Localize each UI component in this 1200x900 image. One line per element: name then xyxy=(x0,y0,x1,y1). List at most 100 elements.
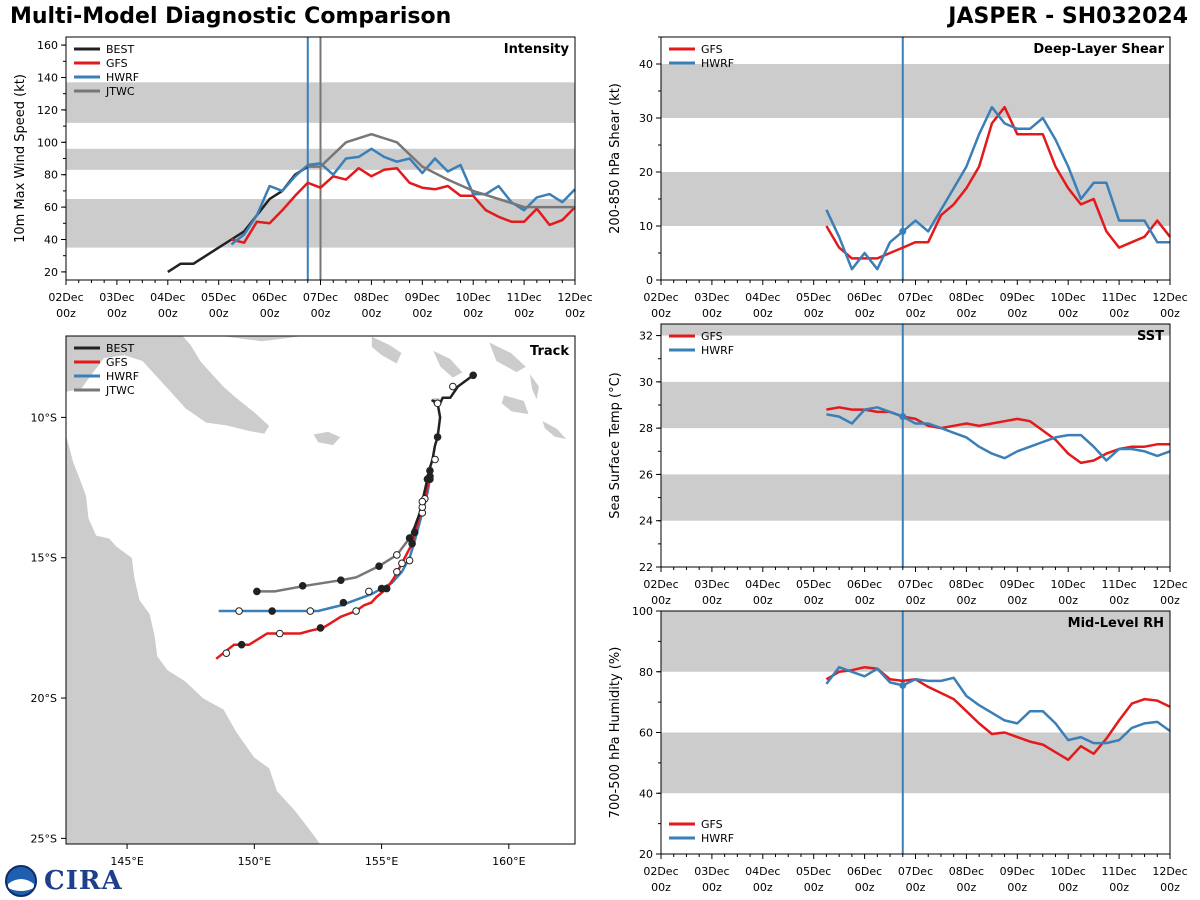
solomon-islands-makira xyxy=(541,419,569,441)
x-tick-label-hour: 00z xyxy=(855,881,875,894)
legend-label-jtwc: JTWC xyxy=(105,85,135,98)
band-0 xyxy=(661,732,1170,794)
x-tick-label-day: 02Dec xyxy=(643,865,678,878)
x-tick-label-hour: 00z xyxy=(362,307,382,320)
y-tick-label: 140 xyxy=(37,72,58,85)
x-tick-label-day: 04Dec xyxy=(745,291,780,304)
x-tick-label-day: 11Dec xyxy=(1101,291,1136,304)
x-tick-label-hour: 00z xyxy=(753,307,773,320)
track-hwrf-point xyxy=(365,587,373,596)
panel-title: Intensity xyxy=(504,42,570,57)
track-hwrf-point xyxy=(235,607,243,615)
track-jtwc-point xyxy=(393,551,401,559)
x-tick-label-day: 04Dec xyxy=(745,865,780,878)
y-axis-label: 200-850 hPa Shear (kt) xyxy=(608,83,623,234)
x-tick-label-hour: 00z xyxy=(1058,594,1078,607)
x-tick-label-hour: 00z xyxy=(1058,307,1078,320)
track-best-point xyxy=(431,455,439,464)
x-tick-label-hour: 00z xyxy=(753,881,773,894)
y-tick-label: 20 xyxy=(639,166,653,179)
y-tick-label: 20°S xyxy=(31,692,57,705)
figure-title: Multi-Model Diagnostic Comparison xyxy=(10,4,452,29)
x-tick-label-day: 09Dec xyxy=(1000,291,1035,304)
x-tick-label-hour: 00z xyxy=(107,307,127,320)
panel-title: SST xyxy=(1137,329,1164,344)
x-tick-label-hour: 00z xyxy=(702,307,722,320)
y-tick-label: 40 xyxy=(639,787,653,800)
y-tick-label: 100 xyxy=(37,136,58,149)
y-tick-label: 24 xyxy=(639,515,653,528)
solomon-islands-malaita xyxy=(528,372,540,402)
track-best-point xyxy=(469,371,478,380)
x-tick-label-day: 06Dec xyxy=(847,865,882,878)
x-tick-label-day: 02Dec xyxy=(643,291,678,304)
band-1 xyxy=(661,64,1170,118)
y-axis-label: 10m Max Wind Speed (kt) xyxy=(13,74,28,243)
x-tick-label-day: 03Dec xyxy=(694,578,729,591)
solomon-islands-west xyxy=(370,336,403,365)
cira-wordmark: CIRA xyxy=(44,866,123,896)
x-tick-label-hour: 00z xyxy=(906,307,926,320)
x-tick-label-day: 04Dec xyxy=(745,578,780,591)
y-tick-label: 30 xyxy=(639,376,653,389)
band-1 xyxy=(661,381,1170,429)
panel-title: Track xyxy=(530,344,569,359)
australia-landmass xyxy=(66,434,321,844)
y-tick-label: 28 xyxy=(639,422,653,435)
track-hwrf-point xyxy=(306,607,315,615)
x-tick-label-hour: 00z xyxy=(1007,594,1027,607)
x-tick-label-day: 10Dec xyxy=(1051,865,1086,878)
y-tick-label: 120 xyxy=(37,104,58,117)
track-gfs-point xyxy=(408,539,416,548)
y-tick-label: 25°S xyxy=(31,832,57,845)
panel-title: Deep-Layer Shear xyxy=(1033,42,1164,57)
panel-rh: 20 40 60 80 100 02Dec 00z 03Dec 00z 04Dec 00z 05Dec… xyxy=(608,605,1188,894)
x-tick-label-day: 05Dec xyxy=(201,291,236,304)
x-tick-label-day: 07Dec xyxy=(898,865,933,878)
legend-label-best: BEST xyxy=(106,342,134,355)
track-hwrf-line xyxy=(218,478,432,613)
x-tick-label-hour: 00z xyxy=(702,881,722,894)
x-tick-label-hour: 00z xyxy=(56,307,76,320)
y-tick-label: 60 xyxy=(639,727,653,740)
series-gfs-line xyxy=(231,166,576,244)
track-jtwc-point xyxy=(298,581,307,590)
legend-label-gfs: GFS xyxy=(106,356,128,369)
y-tick-label: 20 xyxy=(639,848,653,861)
x-tick-label-hour: 00z xyxy=(906,594,926,607)
y-tick-label: 40 xyxy=(44,234,58,247)
x-tick-label-hour: 00z xyxy=(702,594,722,607)
x-tick-label-day: 12Dec xyxy=(1152,291,1187,304)
track-best-point xyxy=(418,497,427,506)
x-tick-label-day: 03Dec xyxy=(694,865,729,878)
legend-label-gfs: GFS xyxy=(701,330,723,343)
x-tick-label-hour: 00z xyxy=(412,307,432,320)
x-tick-label-day: 09Dec xyxy=(1000,865,1035,878)
x-tick-label-hour: 00z xyxy=(855,307,875,320)
x-tick-label-hour: 00z xyxy=(804,594,824,607)
x-tick-label-hour: 00z xyxy=(804,307,824,320)
x-tick-label-hour: 00z xyxy=(957,881,977,894)
x-tick-label-day: 11Dec xyxy=(1101,865,1136,878)
band-0 xyxy=(661,474,1170,521)
track-hwrf-point xyxy=(393,567,401,576)
x-tick-label-hour: 00z xyxy=(1160,881,1180,894)
panel-title: Mid-Level RH xyxy=(1068,616,1164,631)
x-tick-label-hour: 00z xyxy=(565,307,585,320)
x-tick-label-hour: 00z xyxy=(1160,594,1180,607)
y-tick-label: 160 xyxy=(37,39,58,52)
y-tick-label: 30 xyxy=(639,112,653,125)
storm-identifier: JASPER - SH032024 xyxy=(948,4,1188,29)
new-britain-landmass xyxy=(218,336,306,343)
x-tick-label-hour: 00z xyxy=(1109,307,1129,320)
track-gfs-point xyxy=(222,649,231,657)
legend-label-best: BEST xyxy=(106,43,134,56)
x-tick-label-day: 11Dec xyxy=(506,291,541,304)
x-tick-label-hour: 00z xyxy=(1109,594,1129,607)
x-tick-label-hour: 00z xyxy=(514,307,534,320)
x-tick-label-day: 06Dec xyxy=(847,291,882,304)
x-tick-label-hour: 00z xyxy=(651,881,671,894)
current-time-marker xyxy=(899,227,907,235)
x-tick-label-day: 10Dec xyxy=(456,291,491,304)
